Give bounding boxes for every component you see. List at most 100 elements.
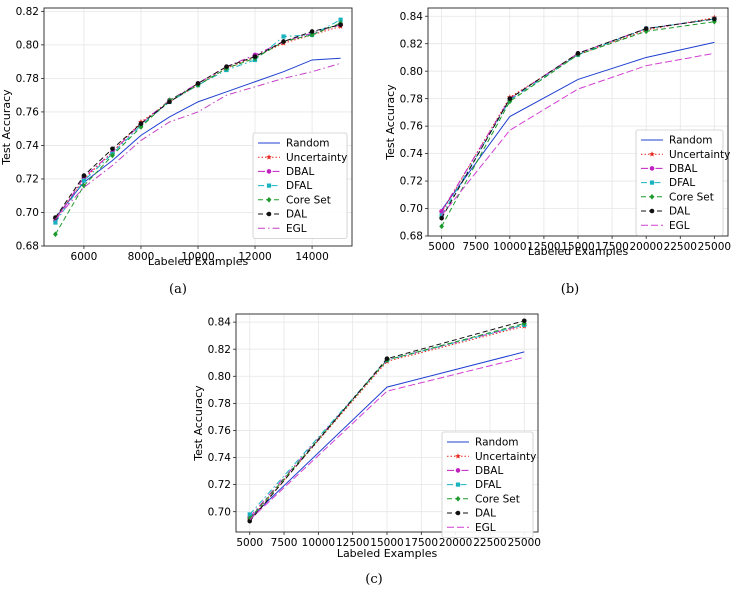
chart-panel-a: 6000 8000 10000 12000 14000 0.68 0.70 0.72 0.74 0… [0,0,372,272]
legend-marker [455,482,461,487]
legend-label: Uncertainty [475,451,536,463]
series-line [441,52,715,216]
x-tick-label: 20000 [439,537,472,549]
x-tick-label: 15000 [561,241,594,253]
y-tick-label: 0.84 [400,11,424,23]
series-egl [249,356,525,521]
y-tick-label: 0.82 [400,38,423,50]
legend-label: EGL [669,220,690,232]
x-tick-label: 17500 [405,537,438,549]
x-tick-label: 25000 [698,241,731,253]
caption-a: (a) [169,282,187,297]
x-axis-label: Labeled Examples [148,255,249,268]
y-axis-label: Test Accuracy [384,84,397,161]
x-tick-label: 6000 [71,251,98,263]
legend-marker [266,154,272,160]
series-line [55,62,341,220]
data-point [439,223,445,230]
legend-label: Core Set [669,191,714,203]
data-point [439,208,444,214]
data-point [81,182,87,189]
y-tick-label: 0.78 [16,73,39,85]
chart-a: 6000 8000 10000 12000 14000 0.68 0.70 0.72 0.74 0… [0,6,353,268]
x-tick-label: 22500 [473,537,506,549]
legend-marker [649,166,655,171]
data-point [138,121,144,126]
y-tick-label: 0.82 [208,344,231,356]
data-point [507,96,513,101]
data-point [384,356,390,361]
data-point [643,26,649,31]
x-tick-label: 15000 [370,537,403,549]
legend-marker [266,169,272,174]
x-tick-label: 25000 [508,537,541,549]
legend-marker [266,183,272,188]
legend-label: DBAL [475,465,503,477]
series-line [54,19,341,223]
series-egl [55,62,341,220]
x-axis-label: Labeled Examples [528,245,629,258]
x-tick-label: 12500 [336,537,369,549]
data-point [110,152,115,159]
legend-marker [266,197,272,203]
series-line [54,24,341,222]
y-tick-label: 0.80 [400,66,423,78]
x-tick-label: 12000 [238,251,271,263]
legend-label: Core Set [286,194,331,206]
legend-marker [455,510,461,516]
y-tick-label: 0.82 [16,6,39,18]
series-line [249,356,525,521]
data-point [195,81,201,86]
series-group [438,14,718,230]
series-egl [441,52,715,216]
y-tick-label: 0.74 [208,452,232,464]
legend-label: Uncertainty [669,149,730,161]
legend-label: Random [286,138,329,150]
x-tick-label: 7500 [462,241,489,253]
data-point [110,146,115,152]
legend-label: DFAL [286,180,312,192]
legend-label: DAL [475,508,496,520]
x-tick-label: 7500 [271,537,298,549]
legend-marker [649,194,655,200]
legend-label: Random [669,135,712,147]
data-point [81,178,87,183]
y-tick-label: 0.78 [208,398,231,410]
series-dal [53,22,343,220]
series-line [249,351,525,519]
y-tick-label: 0.70 [400,203,423,215]
series-line [55,57,341,218]
legend-label: Uncertainty [286,152,347,164]
y-tick-label: 0.72 [208,479,231,491]
y-tick-label: 0.80 [16,39,39,51]
series-random [249,351,525,519]
chart-panel-c: 5000 7500 10000 12500 15000 17500 20000 22500 25… [186,306,558,570]
x-tick-label: 10000 [181,251,214,263]
data-point [247,515,253,522]
data-point [338,22,343,28]
data-point [53,220,58,225]
y-tick-label: 0.78 [400,93,423,105]
legend-label: DBAL [286,166,314,178]
data-point [247,512,252,517]
data-point [338,17,343,22]
y-tick-label: 0.72 [16,174,39,186]
legend-box [441,431,534,538]
y-tick-label: 0.74 [16,140,40,152]
caption-b: (b) [560,282,580,297]
data-point [281,34,286,39]
chart-panel-b: 5000 7500 10000 12500 15000 17500 20000 22500 25… [372,0,744,272]
series-line [54,24,341,218]
data-point [712,16,717,22]
y-axis-label: Test Accuracy [0,89,13,166]
series-group [52,17,344,238]
x-tick-label: 8000 [128,251,155,263]
data-point [81,173,87,178]
legend-label: Random [475,437,518,449]
legend-label: EGL [286,223,307,235]
y-tick-label: 0.70 [208,506,231,518]
y-tick-label: 0.76 [16,107,40,119]
data-point [439,215,444,221]
legend-marker [649,151,655,157]
legend-marker [455,468,461,473]
